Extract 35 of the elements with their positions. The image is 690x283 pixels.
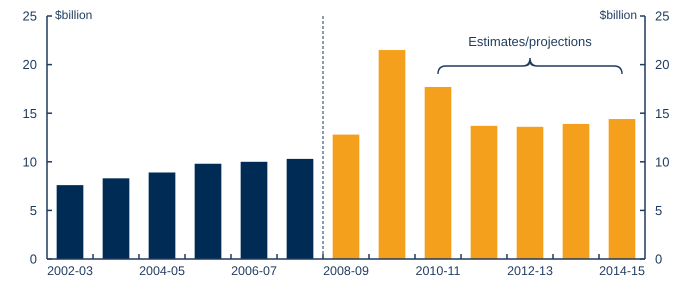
bar (102, 178, 130, 259)
annotation: Estimates/projections (468, 34, 592, 49)
y-tick-label: 15 (22, 106, 37, 121)
y-tick-label: 20 (22, 57, 37, 72)
x-tick-label: 2014-15 (599, 264, 645, 278)
bar (194, 164, 222, 259)
y2-tick-label: 10 (655, 154, 670, 170)
bar (516, 126, 544, 259)
y-tick-label: 25 (22, 8, 37, 24)
y-tick-label: 0 (30, 252, 37, 267)
x-tick-label: 2004-05 (139, 264, 185, 278)
y2-axis-title: $billion (600, 8, 637, 22)
bar (378, 50, 406, 259)
bar (56, 185, 84, 259)
bar (332, 134, 360, 259)
x-tick-label: 2010-11 (416, 264, 461, 278)
x-tick-label: 2006-07 (231, 264, 277, 278)
y2-tick-label: 20 (655, 57, 670, 72)
y2-tick-label: 15 (655, 106, 670, 121)
y2-tick-label: 25 (655, 8, 670, 24)
y2-tick-label: 0 (655, 252, 662, 267)
y2-tick-label: 5 (655, 202, 662, 218)
bar (470, 126, 498, 259)
bar (424, 86, 452, 259)
x-tick-label: 2012-13 (507, 264, 553, 278)
y-tick-label: 5 (30, 202, 37, 218)
bar (148, 172, 176, 259)
bar (562, 124, 590, 259)
x-tick-label: 2002-03 (47, 264, 93, 278)
y-axis-title: $billion (55, 8, 92, 22)
x-tick-label: 2008-09 (323, 264, 369, 278)
bar (286, 158, 314, 259)
bar (240, 162, 268, 259)
y-tick-label: 10 (22, 154, 37, 170)
bar (608, 119, 636, 259)
